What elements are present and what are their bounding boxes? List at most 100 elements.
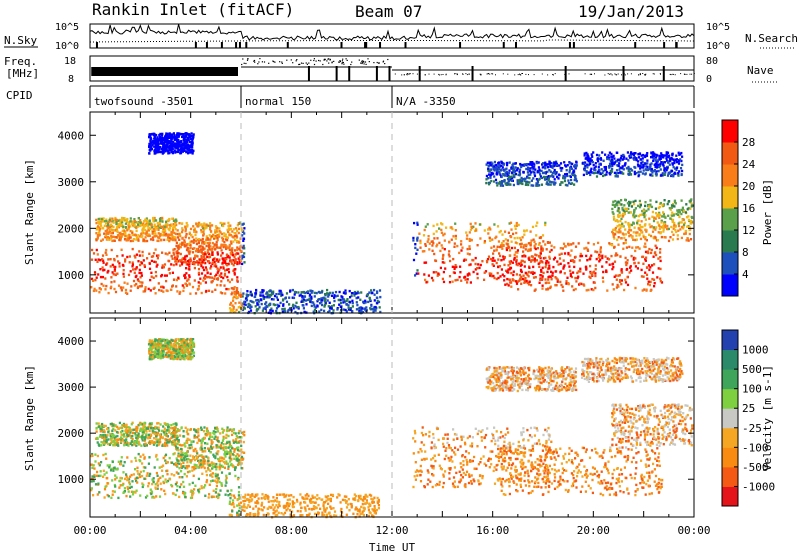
power-cell bbox=[592, 151, 594, 153]
power-cell bbox=[628, 246, 630, 248]
power-cell bbox=[608, 166, 610, 168]
power-cell bbox=[490, 180, 492, 182]
power-cell bbox=[493, 175, 495, 177]
power-cell bbox=[444, 239, 446, 241]
power-cell bbox=[137, 260, 139, 262]
power-cell bbox=[690, 220, 692, 222]
power-cell bbox=[595, 268, 597, 270]
power-cell bbox=[530, 230, 532, 232]
power-cell bbox=[323, 305, 325, 307]
power-cell bbox=[324, 293, 326, 295]
power-cell bbox=[165, 221, 167, 223]
power-cell bbox=[544, 243, 546, 245]
nave-dot bbox=[569, 73, 570, 74]
power-cell bbox=[539, 242, 541, 244]
power-cell bbox=[149, 279, 151, 281]
power-cell bbox=[165, 252, 167, 254]
power-cell bbox=[673, 166, 675, 168]
power-cell bbox=[642, 289, 644, 291]
power-cell bbox=[638, 164, 640, 166]
power-cell bbox=[161, 234, 163, 236]
power-cell bbox=[168, 269, 170, 271]
nave-dot bbox=[247, 58, 248, 59]
power-cell bbox=[231, 262, 233, 264]
power-cell bbox=[475, 229, 477, 231]
power-cell bbox=[602, 271, 604, 273]
power-cell bbox=[338, 304, 340, 306]
power-cell bbox=[657, 164, 659, 166]
velocity-cell bbox=[562, 472, 564, 474]
power-cell bbox=[95, 219, 97, 221]
power-cell bbox=[544, 172, 546, 174]
power-cell bbox=[244, 307, 246, 309]
power-cell bbox=[342, 298, 344, 300]
power-cell bbox=[585, 157, 587, 159]
power-cell bbox=[599, 255, 601, 257]
nave-dot bbox=[333, 61, 334, 62]
power-cell bbox=[460, 243, 462, 245]
nave-dot bbox=[401, 74, 402, 75]
power-cell bbox=[470, 281, 472, 283]
power-cell bbox=[263, 307, 265, 309]
power-cell bbox=[167, 253, 169, 255]
power-cell bbox=[470, 263, 472, 265]
nave-dot bbox=[360, 63, 361, 64]
power-cell bbox=[126, 239, 128, 241]
power-cell bbox=[232, 300, 234, 302]
power-cell bbox=[97, 225, 99, 227]
power-cell bbox=[230, 240, 232, 242]
power-cell bbox=[201, 240, 203, 242]
power-cell bbox=[526, 280, 528, 282]
power-cell bbox=[216, 267, 218, 269]
power-cell bbox=[211, 224, 213, 226]
power-cell bbox=[672, 238, 674, 240]
power-cell bbox=[563, 266, 565, 268]
power-cell bbox=[243, 238, 245, 240]
nave-dot bbox=[434, 74, 435, 75]
power-cell bbox=[622, 165, 624, 167]
power-cell bbox=[234, 249, 236, 251]
power-cell bbox=[575, 280, 577, 282]
velocity-cell bbox=[635, 452, 637, 454]
power-cell bbox=[424, 262, 426, 264]
power-cell bbox=[662, 230, 664, 232]
power-cell bbox=[672, 163, 674, 165]
power-cell bbox=[185, 267, 187, 269]
power-cell bbox=[663, 215, 665, 217]
power-cell bbox=[100, 288, 102, 290]
power-cell bbox=[675, 159, 677, 161]
power-cell bbox=[602, 175, 604, 177]
power-cell bbox=[669, 236, 671, 238]
power-cell bbox=[205, 281, 207, 283]
power-cell bbox=[516, 255, 518, 257]
power-cell bbox=[140, 272, 142, 274]
power-cell bbox=[502, 185, 504, 187]
power-cell bbox=[601, 257, 603, 259]
power-cell bbox=[212, 259, 214, 261]
power-cell bbox=[217, 239, 219, 241]
velocity-cell bbox=[691, 444, 693, 446]
colorbar-swatch bbox=[722, 120, 738, 143]
power-cell bbox=[196, 243, 198, 245]
power-cell bbox=[198, 272, 200, 274]
power-cell bbox=[212, 262, 214, 264]
power-cell bbox=[622, 215, 624, 217]
power-cell bbox=[150, 224, 152, 226]
power-cell bbox=[139, 269, 141, 271]
power-cell bbox=[634, 200, 636, 202]
power-cell bbox=[643, 169, 645, 171]
nave-dot bbox=[675, 74, 676, 75]
power-cell bbox=[323, 310, 325, 312]
power-cell bbox=[503, 279, 505, 281]
nave-dot bbox=[322, 64, 323, 65]
nave-dot bbox=[282, 63, 283, 64]
power-cell bbox=[683, 224, 685, 226]
power-cell bbox=[534, 257, 536, 259]
power-cell bbox=[542, 275, 544, 277]
power-cell bbox=[586, 170, 588, 172]
power-cell bbox=[201, 272, 203, 274]
power-cell bbox=[571, 182, 573, 184]
power-cell bbox=[200, 282, 202, 284]
power-cell bbox=[192, 225, 194, 227]
power-cell bbox=[656, 161, 658, 163]
